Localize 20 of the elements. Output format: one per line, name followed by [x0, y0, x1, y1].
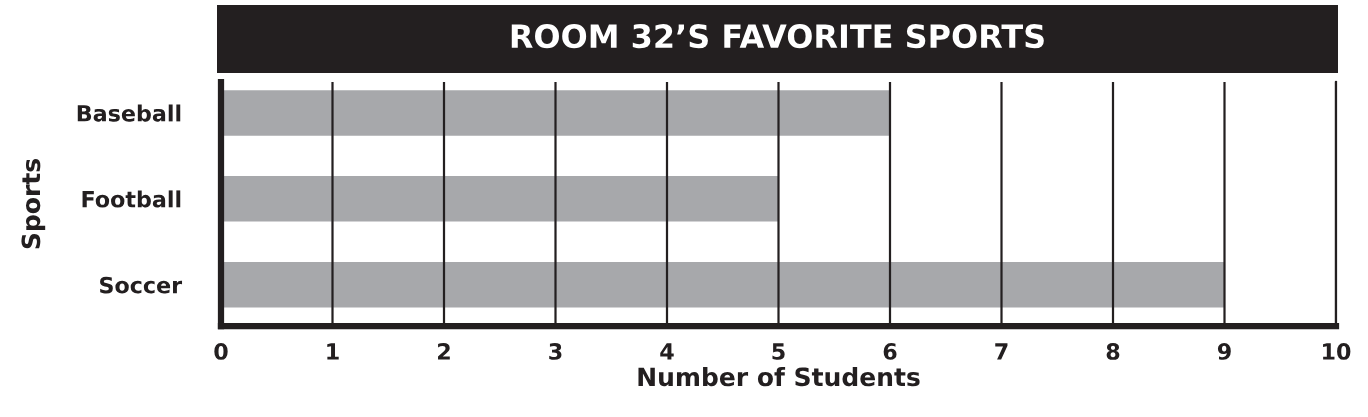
- x-tick-label: 6: [883, 343, 897, 360]
- y-tick-label: Soccer: [100, 276, 183, 294]
- chart-title: ROOM 32’S FAVORITE SPORTS: [511, 24, 1044, 49]
- bar: [221, 176, 779, 222]
- x-tick-label: 7: [995, 343, 1008, 360]
- x-tick-label: 5: [772, 343, 785, 360]
- x-tick-label: 2: [438, 343, 450, 360]
- bar: [221, 261, 1225, 308]
- x-tick-label: 1: [327, 343, 339, 360]
- x-tick-label: 0: [214, 343, 228, 360]
- bar: [221, 90, 890, 136]
- x-tick-label: 3: [549, 343, 562, 360]
- y-tick-label: Football: [82, 190, 181, 208]
- x-tick-label: 8: [1106, 343, 1120, 360]
- y-tick-label: Baseball: [77, 104, 181, 122]
- x-tick-label: 9: [1217, 343, 1231, 360]
- x-axis-title: Number of Students: [638, 366, 920, 387]
- y-axis-title: Sports: [21, 159, 46, 249]
- x-tick-label: 10: [1323, 343, 1351, 360]
- x-tick-label: 4: [660, 343, 674, 360]
